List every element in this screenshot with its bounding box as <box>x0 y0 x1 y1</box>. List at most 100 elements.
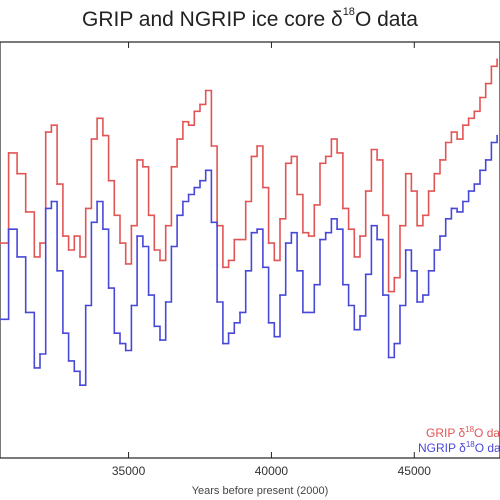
data-point <box>313 283 316 286</box>
data-point <box>142 245 144 248</box>
data-point <box>290 231 293 234</box>
data-point <box>256 145 258 147</box>
data-point <box>382 294 384 296</box>
data-point <box>250 155 253 158</box>
data-point <box>387 356 390 359</box>
data-point <box>267 321 270 324</box>
data-point <box>90 138 93 141</box>
data-point <box>296 269 298 272</box>
data-point <box>462 124 464 127</box>
data-point <box>0 318 1 321</box>
data-point <box>444 217 447 220</box>
data-point <box>24 311 27 314</box>
data-point <box>56 183 58 186</box>
data-point <box>382 214 384 217</box>
data-point <box>467 190 470 193</box>
data-point <box>267 242 270 245</box>
data-point <box>324 155 327 158</box>
data-point <box>136 159 139 161</box>
data-point <box>130 224 133 227</box>
data-point <box>113 332 116 335</box>
data-point <box>24 211 27 213</box>
data-point <box>353 256 356 258</box>
data-point <box>102 228 104 231</box>
data-point <box>313 204 316 206</box>
data-point <box>182 120 184 123</box>
data-point <box>239 311 241 314</box>
data-point <box>399 224 401 227</box>
data-point <box>44 207 47 210</box>
data-point <box>302 231 304 234</box>
data-point <box>233 321 236 324</box>
data-point <box>164 301 167 303</box>
data-point <box>456 211 458 213</box>
data-point <box>399 304 401 307</box>
data-point <box>244 269 247 272</box>
data-point <box>119 342 121 345</box>
data-point <box>44 131 47 134</box>
data-point <box>290 155 293 158</box>
data-point <box>342 283 344 286</box>
data-point <box>496 134 498 137</box>
data-point <box>147 294 150 296</box>
data-point <box>7 152 10 154</box>
data-point <box>62 332 64 335</box>
data-point <box>216 301 219 303</box>
data-point <box>96 200 98 203</box>
data-point <box>330 138 333 141</box>
data-point <box>353 328 356 331</box>
data-point <box>204 169 207 172</box>
x-tick-label: 45000 <box>398 464 432 478</box>
data-point <box>433 172 436 175</box>
data-point <box>199 103 201 106</box>
data-point <box>50 200 53 203</box>
data-point <box>153 325 156 328</box>
data-point <box>170 165 173 168</box>
data-point <box>136 235 139 238</box>
data-point <box>439 159 441 161</box>
legend: GRIP δ18O data NGRIP δ18O data <box>418 425 500 455</box>
data-point <box>479 96 481 99</box>
data-point <box>222 266 224 269</box>
data-point <box>284 162 287 165</box>
data-point <box>273 335 276 338</box>
data-point <box>347 228 350 231</box>
data-point <box>330 217 333 220</box>
data-point <box>124 263 127 265</box>
data-point <box>0 242 1 244</box>
data-point <box>370 224 373 227</box>
chart-title-sup: 18 <box>342 6 355 18</box>
data-point <box>193 186 196 189</box>
data-point <box>73 235 76 238</box>
plot-frame <box>0 41 500 459</box>
data-point <box>450 131 453 134</box>
data-point <box>359 235 361 238</box>
data-point <box>102 134 104 137</box>
data-point <box>176 214 179 217</box>
data-point <box>170 245 173 248</box>
data-point <box>210 221 213 224</box>
data-point <box>319 238 321 241</box>
data-point <box>113 214 116 217</box>
data-point <box>410 190 413 193</box>
data-point <box>130 304 133 307</box>
data-point <box>364 273 367 276</box>
data-point <box>336 152 338 154</box>
data-point <box>142 165 144 168</box>
data-point <box>376 238 378 241</box>
data-point <box>39 353 41 355</box>
data-point <box>50 124 53 127</box>
data-point <box>84 304 87 307</box>
data-point <box>319 162 321 165</box>
data-point <box>307 311 310 314</box>
data-point <box>273 259 276 262</box>
data-point <box>33 256 36 258</box>
data-point <box>79 384 81 387</box>
data-point <box>176 138 179 141</box>
chart-title: GRIP and NGRIP ice core δ18O data <box>0 6 500 32</box>
data-point <box>67 360 70 362</box>
data-point <box>496 58 498 61</box>
data-point <box>159 339 161 341</box>
data-point <box>210 145 213 147</box>
